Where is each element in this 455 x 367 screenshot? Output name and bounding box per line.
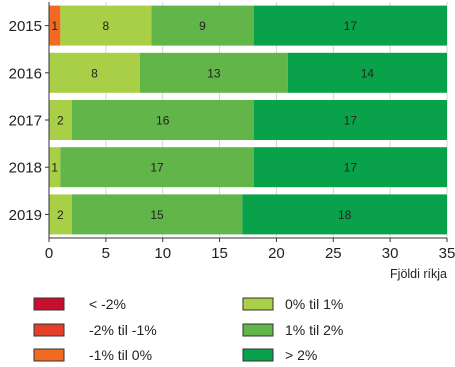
x-tick-label: 35 (439, 245, 455, 262)
data-label: 16 (156, 114, 170, 128)
bar-segment (49, 194, 72, 235)
legend: < -2% -2% til -1% -1% til 0% 0% til 1% 1% ti… (33, 296, 343, 363)
x-tick-label: 15 (211, 245, 228, 262)
legend-label: -2% til -1% (89, 322, 157, 338)
x-axis-label: Fjöldi ríkja (390, 267, 447, 281)
y-tick-label: 2016 (9, 65, 42, 82)
bar-segment (71, 194, 243, 235)
bar-segment (71, 100, 254, 140)
legend-label: 0% til 1% (285, 296, 343, 312)
bar-segment (49, 5, 61, 46)
x-tick-label: 30 (382, 245, 399, 262)
data-label: 18 (338, 208, 352, 222)
y-tick-label: 2017 (9, 113, 42, 130)
y-tick-label: 2015 (9, 18, 42, 35)
x-tick-label: 25 (325, 245, 342, 262)
bars: 1 8 9 178 13 142 16 171 17 172 15 18 (49, 5, 447, 235)
legend-label: 1% til 2% (285, 322, 343, 338)
data-label: 14 (361, 66, 375, 80)
bar-segment (253, 5, 447, 46)
y-tick-label: 2018 (9, 160, 42, 177)
bar-segment (253, 147, 447, 188)
data-label: 1 (51, 161, 58, 175)
data-label: 8 (103, 19, 110, 33)
data-label: 17 (344, 114, 358, 128)
data-label: 13 (207, 66, 221, 80)
data-label: 2 (57, 114, 64, 128)
bar-segment (49, 52, 140, 93)
legend-swatch (33, 297, 65, 311)
legend-swatch (242, 297, 274, 311)
x-tick-labels: 0 5 10 15 20 25 30 35 (45, 245, 455, 262)
bar-segment (49, 100, 72, 140)
data-label: 17 (344, 19, 358, 33)
data-label: 15 (150, 208, 164, 222)
x-tick-label: 5 (102, 245, 110, 262)
legend-swatch (33, 323, 65, 337)
bar-segment (60, 147, 254, 188)
legend-swatch (242, 348, 274, 362)
data-label: 17 (344, 161, 358, 175)
y-tick-labels: 2015 2016 2017 2018 2019 (9, 18, 42, 224)
x-tick-label: 20 (268, 245, 285, 262)
axes (45, 2, 448, 242)
legend-label: -1% til 0% (89, 347, 152, 363)
legend-label: < -2% (89, 296, 126, 312)
legend-swatch (242, 323, 274, 337)
legend-label: > 2% (285, 347, 317, 363)
bar-segment (253, 100, 447, 140)
bar-segment (139, 52, 288, 93)
bar-segment (49, 147, 61, 188)
bar-segment (151, 5, 254, 46)
legend-swatch (33, 348, 65, 362)
bar-segment (287, 52, 447, 93)
bar-segment (60, 5, 152, 46)
data-label: 1 (51, 19, 58, 33)
data-label: 9 (199, 19, 206, 33)
bar-segment (242, 194, 447, 235)
data-label: 17 (150, 161, 164, 175)
y-tick-label: 2019 (9, 207, 42, 224)
data-label: 8 (91, 66, 98, 80)
x-tick-label: 0 (45, 245, 53, 262)
x-tick-label: 10 (154, 245, 171, 262)
data-label: 2 (57, 208, 64, 222)
